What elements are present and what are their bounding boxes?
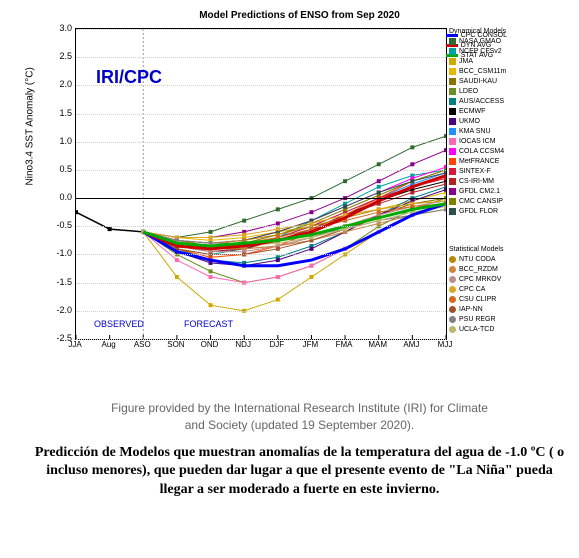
- x-tick-label: NDJ: [228, 340, 258, 349]
- legend-item: NCEP CFSv2: [449, 46, 577, 56]
- plot-area: IRI/CPC OBSERVED FORECAST: [75, 28, 447, 340]
- gridline: [76, 170, 446, 171]
- gridline: [76, 142, 446, 143]
- legend-item: IAP-NN: [449, 304, 577, 314]
- legend-item: SINTEX-F: [449, 166, 577, 176]
- legend-item: NTU CODA: [449, 254, 577, 264]
- y-tick-label: 1.5: [54, 108, 72, 118]
- y-tick-label: -2.0: [54, 305, 72, 315]
- gridline: [76, 226, 446, 227]
- x-tick-label: SON: [161, 340, 191, 349]
- x-tick-label: DJF: [262, 340, 292, 349]
- legend-item: ECMWF: [449, 106, 577, 116]
- chart-container: Model Predictions of ENSO from Sep 2020 …: [22, 10, 577, 380]
- observed-label: OBSERVED: [94, 319, 144, 329]
- gridline: [76, 283, 446, 284]
- legend-section-title: Statistical Models: [449, 246, 577, 253]
- x-tick-label: MJJ: [430, 340, 460, 349]
- forecast-label: FORECAST: [184, 319, 233, 329]
- legend-item: BCC_RZDM: [449, 264, 577, 274]
- y-tick-label: 1.0: [54, 136, 72, 146]
- legend-item: SAUDI-KAU: [449, 76, 577, 86]
- y-tick-label: 2.5: [54, 51, 72, 61]
- y-tick-label: 0.0: [54, 192, 72, 202]
- legend-item: GFDL CM2.1: [449, 186, 577, 196]
- legend-section-title: Dynamical Models: [449, 28, 577, 35]
- legend-item: GFDL FLOR: [449, 206, 577, 216]
- legend-item: CPC CA: [449, 284, 577, 294]
- legend-item: KMA SNU: [449, 126, 577, 136]
- chart-title: Model Predictions of ENSO from Sep 2020: [22, 10, 577, 21]
- legend-item: NASA GMAO: [449, 36, 577, 46]
- x-tick-label: FMA: [329, 340, 359, 349]
- x-tick-label: OND: [195, 340, 225, 349]
- y-tick-label: 0.5: [54, 164, 72, 174]
- y-axis-label: Nino3.4 SST Anomaly (°C): [25, 67, 36, 185]
- legend-item: MetFRANCE: [449, 156, 577, 166]
- figure-caption: Figure provided by the International Res…: [110, 400, 490, 434]
- legend-item: COLA CCSM4: [449, 146, 577, 156]
- x-tick-label: AMJ: [396, 340, 426, 349]
- y-tick-label: -0.5: [54, 220, 72, 230]
- x-tick-label: JJA: [60, 340, 90, 349]
- legend-item: CS-IRI-MM: [449, 176, 577, 186]
- legend-item: CMC CANSIP: [449, 196, 577, 206]
- gridline: [76, 114, 446, 115]
- x-tick-label: MAM: [363, 340, 393, 349]
- figure-description: Predicción de Modelos que muestran anoma…: [30, 444, 570, 501]
- legend-models: Dynamical ModelsNASA GMAONCEP CFSv2JMABC…: [449, 28, 577, 334]
- legend-item: IOCAS ICM: [449, 136, 577, 146]
- y-tick-label: -1.0: [54, 248, 72, 258]
- legend-item: UKMO: [449, 116, 577, 126]
- x-tick-label: JFM: [295, 340, 325, 349]
- legend-item: CSU CLIPR: [449, 294, 577, 304]
- gridline: [76, 311, 446, 312]
- legend-item: LDEO: [449, 86, 577, 96]
- y-tick-label: 3.0: [54, 23, 72, 33]
- legend-item: UCLA-TCD: [449, 324, 577, 334]
- gridline: [76, 57, 446, 58]
- legend-item: PSU REGR: [449, 314, 577, 324]
- y-tick-label: -1.5: [54, 277, 72, 287]
- gridline: [76, 198, 446, 199]
- gridline: [76, 85, 446, 86]
- gridline: [76, 29, 446, 30]
- gridline: [76, 254, 446, 255]
- x-tick-label: Aug: [94, 340, 124, 349]
- y-tick-label: 2.0: [54, 79, 72, 89]
- legend-item: BCC_CSM11m: [449, 66, 577, 76]
- legend-item: AUS/ACCESS: [449, 96, 577, 106]
- legend-item: CPC MRKOV: [449, 274, 577, 284]
- x-tick-label: ASO: [127, 340, 157, 349]
- legend-item: JMA: [449, 56, 577, 66]
